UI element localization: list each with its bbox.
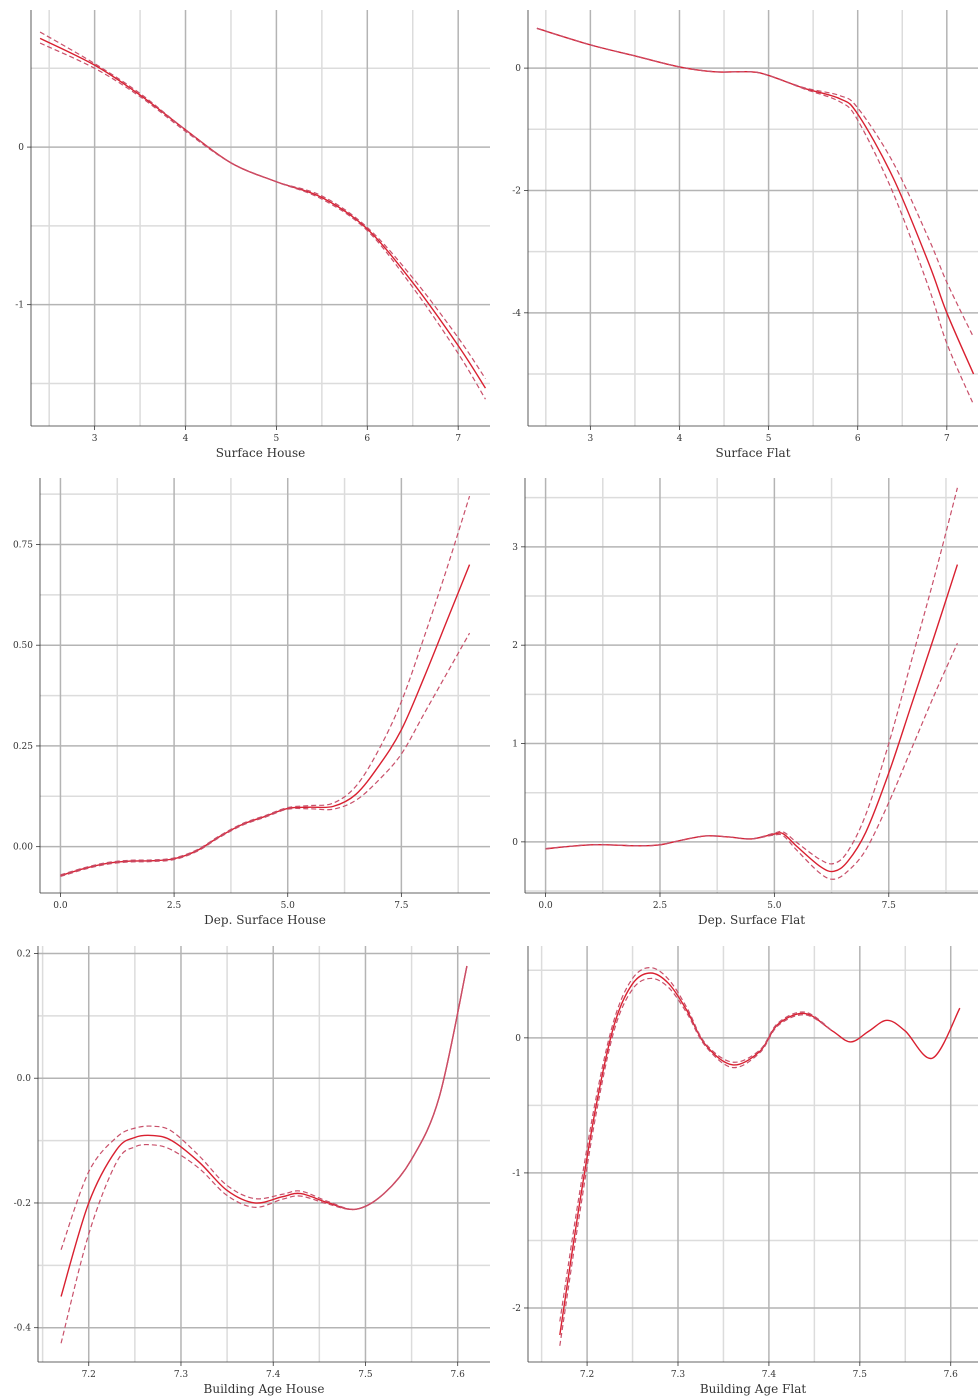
panel-6: 7.2 7.3 7.4 7.5 7.6 -2 -1 0 Building Age Flat xyxy=(512,946,978,1396)
band-upper-line xyxy=(60,496,469,875)
series-group xyxy=(40,32,485,399)
band-upper-line xyxy=(546,488,958,864)
x-tick-label: 7.2 xyxy=(82,1370,96,1380)
x-tick-label: 7.6 xyxy=(451,1370,466,1380)
x-tick-label: 7.6 xyxy=(944,1370,959,1380)
band-upper-line xyxy=(537,28,974,337)
x-tick-label: 6 xyxy=(364,434,370,444)
y-tick-label: -4 xyxy=(512,309,521,319)
x-tick-label: 7 xyxy=(455,434,461,444)
x-tick-label: 7.5 xyxy=(882,901,897,911)
y-tick-label: 0 xyxy=(515,1034,521,1044)
x-tick-label: 7.3 xyxy=(174,1370,189,1380)
series-group xyxy=(61,966,467,1343)
x-tick-label: 3 xyxy=(588,434,594,444)
x-tick-label: 7.3 xyxy=(671,1370,686,1380)
gridlines xyxy=(31,10,490,426)
x-tick-label: 0.0 xyxy=(53,901,68,911)
x-axis-title: Building Age Flat xyxy=(700,1382,807,1396)
x-tick-label: 6 xyxy=(855,434,861,444)
x-axis-title: Dep. Surface House xyxy=(204,913,326,927)
band-upper-line xyxy=(61,966,467,1250)
x-tick-label: 7.4 xyxy=(762,1370,777,1380)
fit-line xyxy=(560,973,960,1335)
y-tick-label: 0.0 xyxy=(17,1074,32,1084)
fit-line xyxy=(537,28,974,374)
panel-1: 3 4 5 6 7 -1 0 Surface House xyxy=(15,10,490,460)
x-axis-title: Building Age House xyxy=(204,1382,325,1396)
x-tick-label: 7.2 xyxy=(580,1370,594,1380)
gridlines xyxy=(40,478,490,893)
y-tick-label: 0 xyxy=(18,143,24,153)
x-tick-label: 5 xyxy=(274,434,280,444)
x-tick-label: 4 xyxy=(183,434,189,444)
gridlines xyxy=(38,946,490,1362)
panel-2: 3 4 5 6 7 -4 -2 0 Surface Flat xyxy=(512,10,978,460)
x-tick-label: 5 xyxy=(766,434,772,444)
x-axis-title: Surface Flat xyxy=(715,446,790,460)
gridlines xyxy=(525,478,978,893)
y-tick-label: 0.75 xyxy=(13,540,33,550)
panel-5: 7.2 7.3 7.4 7.5 7.6 -0.4 -0.2 0.0 0.2 Building Ag… xyxy=(14,946,490,1396)
y-tick-label: -0.4 xyxy=(14,1324,32,1334)
x-tick-label: 2.5 xyxy=(167,901,182,911)
band-lower-line xyxy=(60,633,469,876)
gridlines xyxy=(528,946,978,1362)
x-tick-label: 5.0 xyxy=(281,901,296,911)
series-group xyxy=(560,968,960,1346)
x-axis-title: Surface House xyxy=(216,446,306,460)
band-lower-line xyxy=(537,28,974,404)
y-tick-label: 3 xyxy=(512,543,518,553)
band-upper-line xyxy=(560,968,833,1322)
x-tick-label: 4 xyxy=(677,434,683,444)
panel-3: 0.0 2.5 5.0 7.5 0.00 0.25 0.50 0.75 Dep. Surface… xyxy=(13,478,490,927)
y-tick-label: -2 xyxy=(512,1304,521,1314)
x-tick-label: 2.5 xyxy=(653,901,668,911)
x-tick-label: 7.4 xyxy=(266,1370,281,1380)
y-tick-label: 0 xyxy=(515,64,521,74)
y-tick-label: 0.00 xyxy=(13,843,33,853)
x-tick-label: 7.5 xyxy=(394,901,409,911)
x-tick-label: 3 xyxy=(92,434,98,444)
y-tick-label: 2 xyxy=(512,641,518,651)
y-tick-label: -1 xyxy=(512,1169,521,1179)
x-tick-label: 7.5 xyxy=(358,1370,373,1380)
x-tick-label: 5.0 xyxy=(767,901,782,911)
fit-line xyxy=(546,565,958,872)
x-tick-label: 7.5 xyxy=(853,1370,868,1380)
y-tick-label: 0.50 xyxy=(13,641,33,651)
series-group xyxy=(60,496,469,876)
y-tick-label: 0.2 xyxy=(17,949,31,959)
y-tick-label: -2 xyxy=(512,186,521,196)
band-lower-line xyxy=(61,966,467,1343)
y-tick-label: 0.25 xyxy=(13,742,33,752)
fit-line xyxy=(40,38,485,388)
panel-4: 0.0 2.5 5.0 7.5 0 1 2 3 Dep. Surface Flat xyxy=(512,478,978,927)
y-tick-label: 1 xyxy=(512,740,518,750)
band-lower-line xyxy=(546,643,958,879)
series-group xyxy=(537,28,974,404)
x-tick-label: 0.0 xyxy=(538,901,553,911)
fit-line xyxy=(60,565,469,876)
x-axis-title: Dep. Surface Flat xyxy=(698,913,805,927)
y-tick-label: -1 xyxy=(15,301,24,311)
y-tick-label: 0 xyxy=(512,838,518,848)
band-upper-line xyxy=(40,32,485,379)
band-lower-line xyxy=(40,43,485,399)
x-tick-label: 7 xyxy=(944,434,950,444)
band-lower-line xyxy=(560,978,833,1345)
y-tick-label: -0.2 xyxy=(14,1199,31,1209)
